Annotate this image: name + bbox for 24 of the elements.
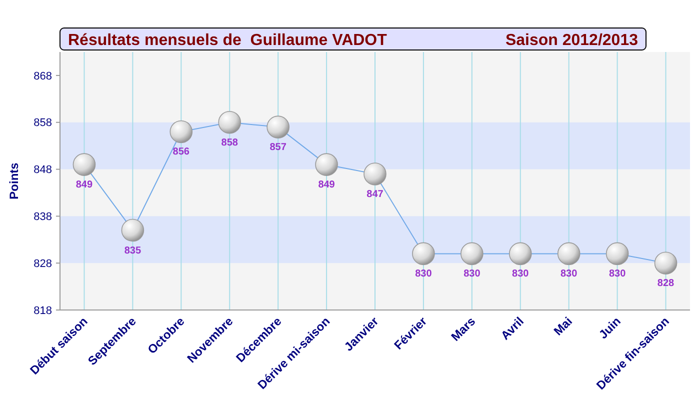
y-tick-label: 818 — [34, 304, 52, 317]
data-label: 830 — [464, 268, 481, 280]
data-label: 849 — [76, 180, 94, 191]
data-label: 830 — [608, 268, 626, 280]
data-label: 830 — [512, 268, 530, 280]
y-tick-label: 858 — [34, 117, 52, 130]
data-label: 830 — [415, 268, 432, 280]
x-tick-label: Juin — [596, 314, 624, 342]
y-tick-label: 838 — [34, 211, 52, 224]
data-label: 835 — [124, 245, 142, 256]
y-axis-title: Points — [7, 162, 21, 200]
x-tick-label: Mai — [550, 314, 575, 338]
data-label: 856 — [172, 146, 190, 158]
data-label: 847 — [366, 188, 384, 200]
data-label: 830 — [560, 268, 578, 280]
y-tick-label: 848 — [34, 164, 52, 176]
data-label: 849 — [318, 180, 336, 191]
chart-subtitle: Saison 2012/2013 — [505, 32, 638, 49]
y-tick-label: 828 — [34, 258, 52, 270]
data-label: 857 — [270, 142, 287, 154]
y-tick-label: 868 — [34, 70, 52, 82]
chart-title: Résultats mensuels de Guillaume VADOT — [68, 32, 388, 49]
data-label: 828 — [657, 278, 675, 290]
data-label: 858 — [221, 137, 238, 148]
